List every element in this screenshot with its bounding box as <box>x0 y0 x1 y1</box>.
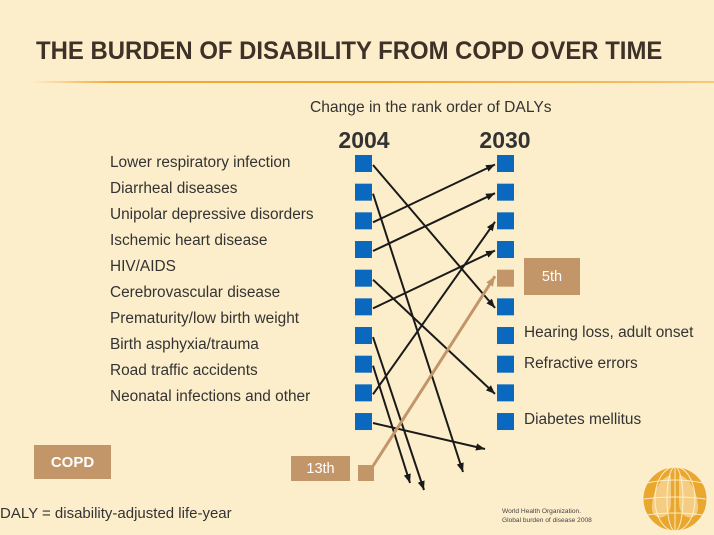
right-square-rank-10 <box>497 413 514 431</box>
left-label-rank-5: HIV/AIDS <box>110 258 176 275</box>
right-square-rank-2 <box>497 183 514 201</box>
right-square-rank-9 <box>497 384 514 402</box>
reference-line-1: World Health Organization. <box>502 508 582 515</box>
left-square-rank-2 <box>355 183 372 201</box>
rank-arrow-unipolar-depressive-disorders <box>372 163 496 224</box>
title-underline <box>30 81 714 83</box>
year-label-2004: 2004 <box>338 127 390 153</box>
right-label-rank-8: Refractive errors <box>524 355 638 372</box>
right-label-rank-7: Hearing loss, adult onset <box>524 324 694 341</box>
left-label-rank-7: Prematurity/low birth weight <box>110 310 300 327</box>
daly-footnote: DALY = disability-adjusted life-year <box>0 505 232 522</box>
right-square-rank-5 <box>497 269 514 287</box>
left-square-rank-5 <box>355 269 372 287</box>
copd-rank-2004-badge: 13th <box>291 456 350 481</box>
who-globe-lungs-icon <box>642 466 708 532</box>
copd-rank-2030-badge: 5th <box>524 258 580 295</box>
rank-arrow-ischemic-heart-disease <box>372 192 496 252</box>
left-square-rank-10 <box>355 413 372 431</box>
rank-arrow-hiv-aids <box>372 278 496 395</box>
rank-arrow-neonatal-infections-and-other <box>372 422 486 451</box>
left-label-rank-6: Cerebrovascular disease <box>110 284 281 301</box>
left-label-rank-4: Ischemic heart disease <box>110 232 268 249</box>
left-square-rank-9 <box>355 384 372 402</box>
copd-square-2004 <box>358 465 374 481</box>
left-label-rank-2: Diarrheal diseases <box>110 180 238 197</box>
left-label-rank-10: Neonatal infections and other <box>110 388 311 405</box>
right-label-rank-10: Diabetes mellitus <box>524 411 642 428</box>
right-square-rank-6 <box>497 298 514 316</box>
right-square-rank-8 <box>497 355 514 373</box>
rank-arrow-prematurity-low-birth-weight <box>372 336 425 491</box>
right-square-rank-1 <box>497 155 514 172</box>
rank-arrow-road-traffic-accidents <box>372 221 496 395</box>
rank-arrow-lower-respiratory-infection <box>372 164 496 309</box>
left-label-rank-1: Lower respiratory infection <box>110 154 291 171</box>
left-square-rank-4 <box>355 241 372 259</box>
left-square-rank-7 <box>355 327 372 345</box>
left-square-rank-1 <box>355 155 372 172</box>
rank-arrow-cerebrovascular-disease <box>372 249 496 310</box>
right-square-rank-7 <box>497 327 514 345</box>
source-reference: World Health Organization. Global burden… <box>502 507 592 525</box>
chart-title: Change in the rank order of DALYs <box>310 99 552 116</box>
slide-title: THE BURDEN OF DISABILITY FROM COPD OVER … <box>36 37 663 65</box>
year-label-2030: 2030 <box>479 127 531 153</box>
left-square-rank-6 <box>355 298 372 316</box>
right-square-rank-3 <box>497 212 514 230</box>
left-square-rank-3 <box>355 212 372 230</box>
right-square-rank-4 <box>497 241 514 259</box>
left-label-rank-8: Birth asphyxia/trauma <box>110 336 259 353</box>
rank-arrow-diarrheal-diseases <box>372 193 464 473</box>
left-label-rank-9: Road traffic accidents <box>110 362 258 379</box>
reference-line-2: Global burden of disease 2008 <box>502 517 592 524</box>
left-square-rank-8 <box>355 355 372 373</box>
copd-legend-badge: COPD <box>34 445 111 479</box>
rank-arrow-copd <box>371 275 497 467</box>
left-label-rank-3: Unipolar depressive disorders <box>110 206 314 223</box>
